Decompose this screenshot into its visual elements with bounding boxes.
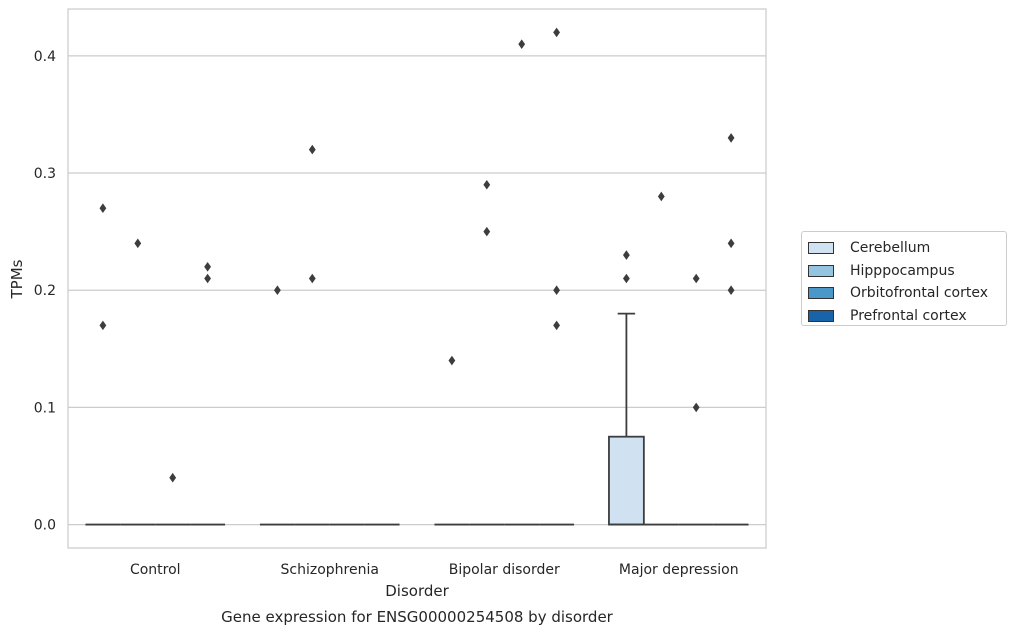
gridlines [68,55,766,526]
outlier-point [99,203,107,213]
legend-label: Hipppocampus [850,262,955,279]
outlier-point [727,285,735,296]
outlier-point [483,179,491,190]
legend-label: Orbitofrontal cortex [850,285,988,302]
legend-label: Prefrontal cortex [850,307,967,324]
outlier-point [727,133,735,143]
legend-swatch [808,264,834,277]
plot-frame [67,8,767,549]
outlier-point [448,355,456,366]
legend-item: Orbitofrontal cortex [808,282,1006,305]
outlier-point [99,320,107,331]
box-cerebellum [608,312,645,526]
legend-label: Cerebellum [850,240,931,257]
outlier-point [692,402,700,413]
x-tick-label: Control [130,562,181,578]
y-tick-label: 0.0 [34,518,56,534]
outlier-point [274,285,281,296]
outlier-point [553,320,560,331]
legend-swatch [808,309,834,322]
outlier-points [99,27,735,483]
y-tick-labels: 0.0 0.1 0.2 0.3 0.4 [34,49,56,534]
y-tick-label: 0.1 [34,400,56,416]
y-tick-label: 0.3 [34,166,56,182]
chart-title: Gene expression for ENSG00000254508 by d… [221,608,614,626]
outlier-point [623,250,630,260]
x-tick-label: Bipolar disorder [449,562,560,578]
outlier-point [308,273,316,284]
outlier-point [518,39,526,49]
legend-swatch [808,287,834,300]
x-tick-label: Major depression [619,562,739,578]
outlier-point [308,144,316,155]
outlier-point [134,238,142,249]
y-tick-label: 0.4 [34,49,56,65]
x-tick-labels: Control Schizophrenia Bipolar disorder Majo… [130,562,739,578]
outlier-point [204,261,211,272]
y-axis-label: TPMs [8,259,26,299]
outlier-point [692,273,700,284]
x-tick-label: Schizophrenia [281,562,379,578]
outlier-point [553,285,560,296]
box-series [85,312,749,526]
legend-item: Hipppocampus [808,260,1006,283]
box-body [608,435,645,526]
legend: Cerebellum Hipppocampus Orbitofrontal cort… [801,231,1007,326]
outlier-point [657,191,665,202]
outlier-point [727,238,735,249]
outlier-point [169,472,177,483]
outlier-point [623,273,630,284]
outlier-point [483,226,491,237]
legend-swatch [808,242,834,255]
outlier-point [204,273,211,284]
legend-item: Prefrontal cortex [808,305,1006,328]
x-axis-label: Disorder [385,582,449,600]
y-tick-label: 0.2 [34,283,56,299]
legend-item: Cerebellum [808,237,1006,260]
outlier-point [553,27,560,38]
